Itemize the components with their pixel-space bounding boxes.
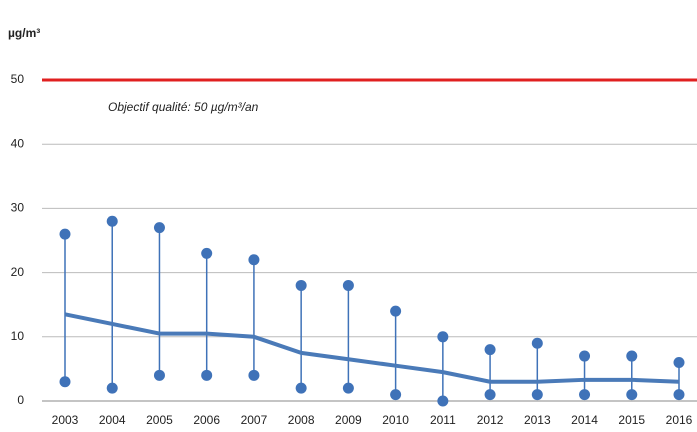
max-point: [484, 344, 496, 356]
x-tick-label: 2006: [193, 413, 220, 427]
y-tick-label: 50: [11, 72, 25, 86]
y-tick-label: 10: [11, 329, 25, 343]
max-point: [626, 350, 638, 362]
x-tick-label: 2010: [382, 413, 409, 427]
min-point: [626, 389, 638, 401]
min-point: [531, 389, 543, 401]
max-point: [106, 215, 118, 227]
min-point: [106, 382, 118, 394]
x-tick-label: 2015: [618, 413, 645, 427]
y-tick-label: 30: [11, 201, 25, 215]
x-tick-label: 2007: [241, 413, 268, 427]
min-point: [673, 389, 685, 401]
min-point: [153, 369, 165, 381]
x-tick-label: 2005: [146, 413, 173, 427]
threshold-label: Objectif qualité: 50 µg/m³/an: [108, 100, 259, 114]
mean-line: [64, 312, 680, 384]
y-tick-label: 0: [17, 393, 24, 407]
max-point: [673, 356, 685, 368]
max-point: [579, 350, 591, 362]
max-point: [153, 222, 165, 234]
x-tick-label: 2013: [524, 413, 551, 427]
x-tick-label: 2009: [335, 413, 362, 427]
min-point: [484, 389, 496, 401]
min-point: [390, 389, 402, 401]
max-point: [437, 331, 449, 343]
max-point: [531, 337, 543, 349]
min-point: [342, 382, 354, 394]
y-axis-label: µg/m³: [8, 26, 40, 40]
max-point: [295, 279, 307, 291]
max-point: [201, 247, 213, 259]
min-point: [295, 382, 307, 394]
x-tick-label: 2011: [430, 413, 456, 427]
x-tick-label: 2014: [571, 413, 598, 427]
max-point: [342, 279, 354, 291]
min-point: [201, 369, 213, 381]
min-point: [437, 395, 449, 407]
min-point: [248, 369, 260, 381]
x-tick-label: 2012: [477, 413, 504, 427]
min-point: [59, 376, 71, 388]
x-tick-label: 2008: [288, 413, 315, 427]
max-point: [248, 254, 260, 266]
min-point: [579, 389, 591, 401]
y-tick-label: 40: [11, 136, 25, 150]
y-tick-label: 20: [11, 265, 25, 279]
max-point: [390, 305, 402, 317]
max-point: [59, 228, 71, 240]
x-tick-label: 2003: [52, 413, 79, 427]
x-tick-label: 2004: [99, 413, 126, 427]
x-tick-label: 2016: [666, 413, 693, 427]
